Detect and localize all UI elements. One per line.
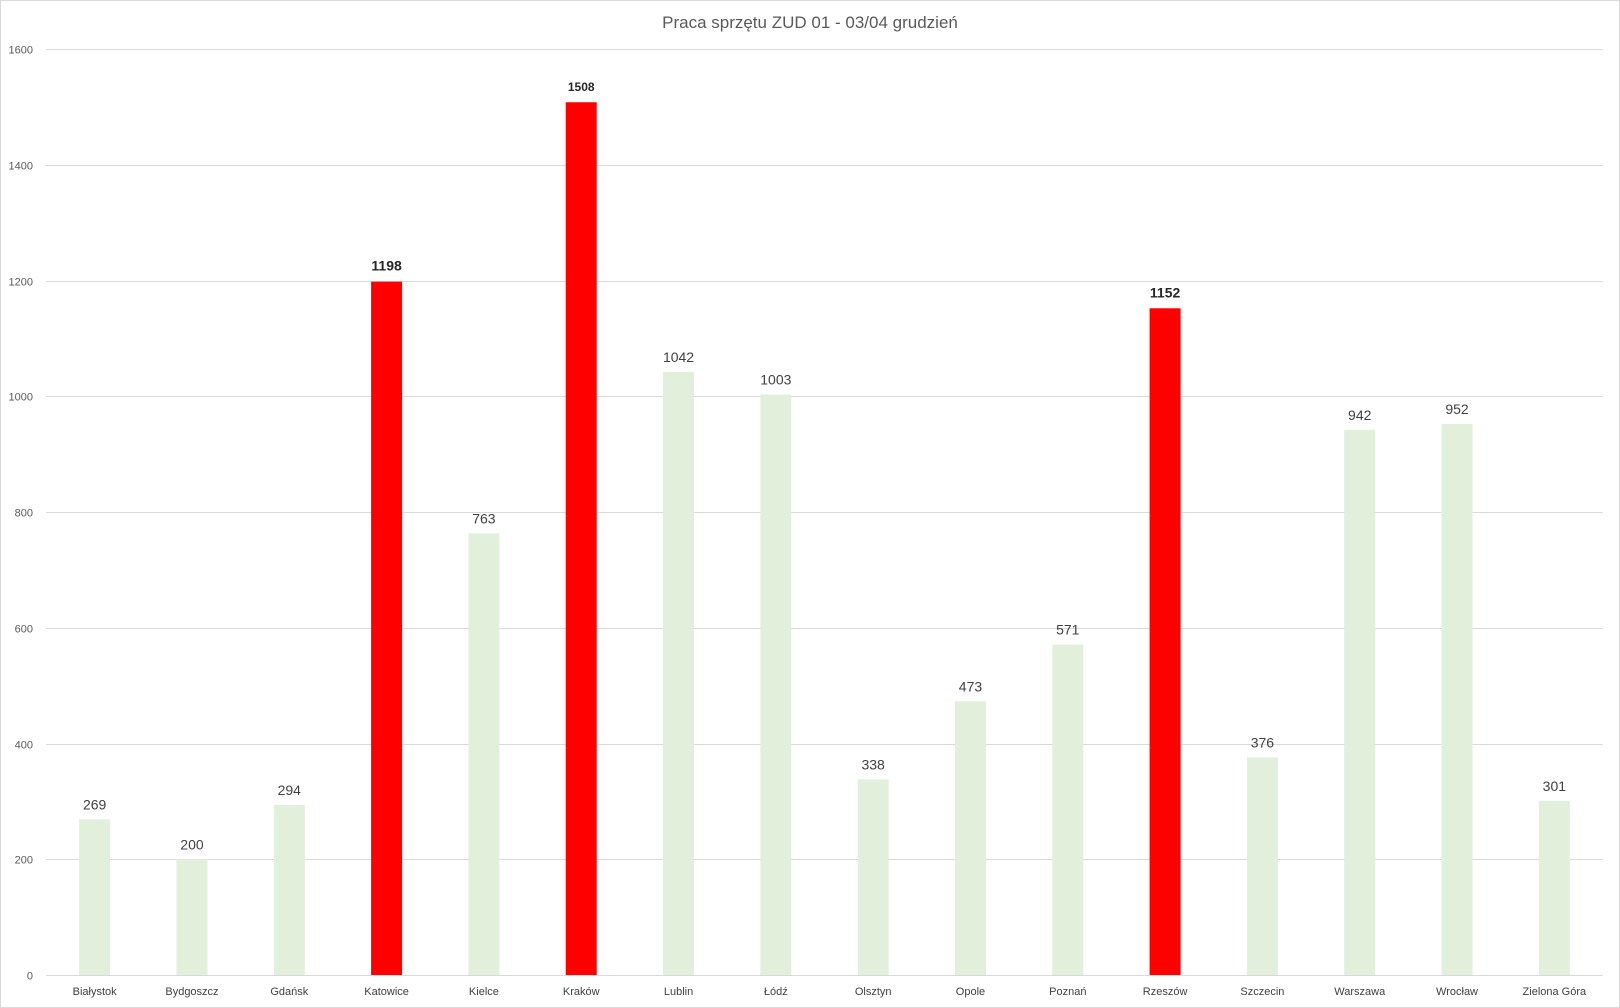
x-axis-category-labels: Białystok Bydgoszcz Gdańsk Katowice Kielce Kr… — [73, 986, 1587, 998]
data-label: 1152 — [1150, 284, 1181, 300]
bars — [79, 102, 1570, 976]
bar-zielona-góra — [1538, 800, 1570, 975]
data-label: 1042 — [663, 349, 694, 365]
bar-olsztyn — [857, 779, 889, 975]
data-label: 763 — [472, 510, 496, 526]
bar-białystok — [79, 819, 111, 975]
y-tick-label: 800 — [15, 508, 33, 520]
x-category-label: Kielce — [469, 986, 499, 998]
x-category-label: Szczecin — [1240, 986, 1284, 998]
x-category-label: Gdańsk — [270, 986, 308, 998]
x-category-label: Opole — [956, 986, 985, 998]
bar-szczecin — [1246, 757, 1278, 975]
gridlines — [46, 49, 1603, 976]
y-tick-label: 0 — [27, 971, 33, 983]
x-category-label: Wrocław — [1436, 986, 1478, 998]
y-tick-label: 1600 — [9, 45, 33, 57]
x-category-label: Rzeszów — [1143, 986, 1188, 998]
bar-kraków — [565, 102, 597, 976]
y-tick-label: 1200 — [9, 277, 33, 289]
y-axis-tick-labels: 0 200 400 600 800 1000 1200 1400 1600 — [9, 45, 33, 983]
data-label: 473 — [959, 678, 983, 694]
bar-wrocław — [1441, 424, 1473, 975]
bar-poznań — [1052, 644, 1084, 975]
data-label: 571 — [1056, 622, 1080, 638]
data-label: 338 — [861, 756, 885, 772]
data-label: 1003 — [760, 372, 791, 388]
x-category-label: Warszawa — [1334, 986, 1386, 998]
y-tick-label: 1000 — [9, 392, 33, 404]
bar-rzeszów — [1149, 308, 1181, 975]
bar-opole — [954, 701, 986, 975]
x-category-label: Katowice — [364, 986, 409, 998]
data-label: 301 — [1543, 778, 1567, 794]
data-label: 1508 — [568, 80, 595, 94]
data-label: 376 — [1251, 734, 1275, 750]
x-category-label: Zielona Góra — [1523, 986, 1587, 998]
bar-lublin — [663, 371, 695, 975]
x-category-label: Białystok — [73, 986, 118, 998]
data-label: 942 — [1348, 407, 1372, 423]
bar-kielce — [468, 533, 500, 975]
data-label: 200 — [180, 836, 204, 852]
data-label: 952 — [1445, 401, 1469, 417]
y-tick-label: 600 — [15, 624, 33, 636]
bar-łódź — [760, 394, 792, 975]
chart-title: Praca sprzętu ZUD 01 - 03/04 grudzień — [662, 13, 958, 32]
y-tick-label: 200 — [15, 855, 33, 867]
x-category-label: Poznań — [1049, 986, 1086, 998]
bar-gdańsk — [273, 804, 305, 975]
x-category-label: Lublin — [664, 986, 693, 998]
x-category-label: Łódź — [764, 986, 788, 998]
y-tick-label: 400 — [15, 740, 33, 752]
data-label: 269 — [83, 796, 107, 812]
x-category-label: Bydgoszcz — [165, 986, 218, 998]
data-label: 1198 — [371, 258, 402, 274]
x-category-label: Kraków — [563, 986, 600, 998]
x-category-label: Olsztyn — [855, 986, 892, 998]
bar-warszawa — [1344, 429, 1376, 975]
data-label: 294 — [278, 782, 302, 798]
y-tick-label: 1400 — [9, 161, 33, 173]
bar-katowice — [371, 281, 403, 976]
data-labels: 269 200 294 1198 763 1508 1042 1003 338 473 571 115… — [83, 80, 1566, 852]
bar-bydgoszcz — [176, 859, 208, 975]
